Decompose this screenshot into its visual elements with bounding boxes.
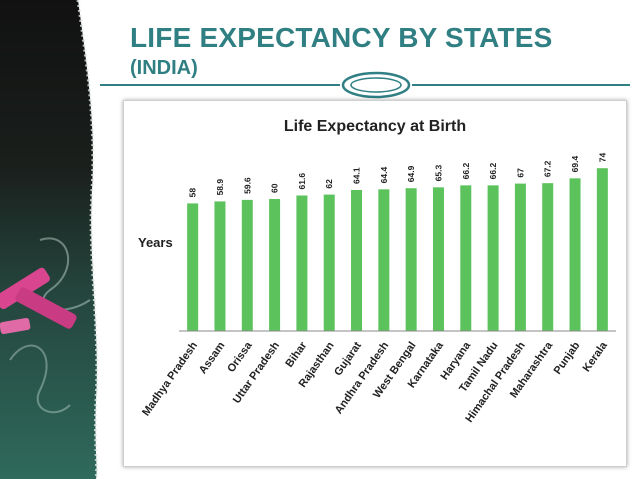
ornament-ellipse-outer [341,71,411,99]
bar-5 [323,194,335,331]
value-label-13: 67.2 [543,160,553,177]
value-labels-group: 58 58.9 59.6 60 61.6 62 64.1 64.4 64.9 65.3 66.2 66… [188,152,608,197]
value-label-6: 64.1 [352,167,362,184]
slide-subtitle: (INDIA) [130,57,198,79]
value-label-8: 64.9 [406,165,416,182]
value-label-4: 61.6 [297,173,307,190]
value-label-7: 64.4 [379,167,389,184]
slide-title: LIFE EXPECTANCY BY STATES [130,22,553,53]
value-label-12: 67 [515,168,525,178]
chalk-pink-3 [0,317,31,335]
value-label-10: 66.2 [461,163,471,180]
bar-10 [460,185,472,331]
bar-2 [241,199,253,331]
bar-7 [378,189,390,331]
bar-14 [569,178,581,331]
bar-6 [351,189,363,331]
value-label-3: 60 [270,183,280,193]
value-label-2: 59.6 [242,177,252,194]
chart-title: Life Expectancy at Birth [284,118,466,135]
value-label-9: 65.3 [433,165,443,182]
value-label-11: 66.2 [488,163,498,180]
bars-group [187,168,608,331]
bar-3 [269,199,281,331]
bar-chart: Life Expectancy at Birth Years 58 58.9 59.… [138,118,616,425]
bar-9 [432,187,444,331]
category-label-14: Punjab [552,340,583,377]
y-axis-label: Years [138,235,173,250]
value-label-15: 74 [597,152,607,162]
bar-13 [542,183,554,331]
bar-1 [214,201,226,331]
value-label-14: 69.4 [570,156,580,173]
value-label-1: 58.9 [215,179,225,196]
chart-frame: Life Expectancy at Birth Years 58 58.9 59.… [123,100,627,467]
category-label-4: Bihar [283,339,309,370]
ornament-ellipse-inner [350,77,402,93]
value-label-0: 58 [188,188,198,198]
bar-12 [514,183,526,331]
chalkboard-artwork [0,0,99,479]
category-label-15: Kerala [581,339,611,374]
bar-8 [405,188,417,331]
bar-15 [596,168,608,331]
title-rule [100,71,630,99]
bar-0 [187,203,199,331]
category-label-0: Madhya Pradesh [140,340,200,419]
chalk-pink-2 [15,287,77,329]
value-label-5: 62 [324,179,334,189]
bar-4 [296,195,308,331]
category-label-1: Assam [197,340,228,377]
bar-11 [487,185,499,331]
